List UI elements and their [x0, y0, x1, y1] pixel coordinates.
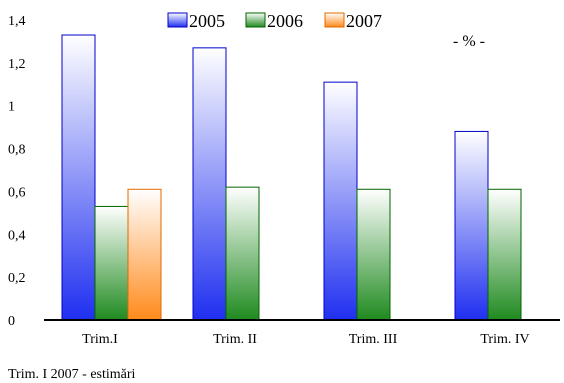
bar-2006-4	[487, 188, 522, 321]
bar-2005-3	[323, 81, 358, 321]
legend-label-2007: 2007	[346, 11, 382, 31]
bar-2006-1	[94, 205, 129, 321]
legend-swatch-2005	[167, 12, 188, 28]
y-tick-label: 1,4	[8, 14, 26, 29]
legend-label-2005: 2005	[189, 11, 225, 31]
category-label: Trim.I	[82, 332, 118, 347]
bar-2005-1	[61, 34, 96, 321]
bar-2005-2	[192, 47, 227, 321]
y-tick-label: 0,6	[8, 185, 26, 200]
y-tick-label: 0	[8, 314, 15, 329]
y-tick-label: 1,2	[8, 57, 26, 72]
chart: 0 0,2 0,4 0,6 0,8 1 1,2 1,4 Trim.I Trim. II Trim.…	[8, 11, 560, 347]
y-tick-label: 0,8	[8, 143, 26, 158]
bar-2005-4	[454, 130, 489, 321]
legend-swatch-2006	[245, 12, 266, 28]
bar-2006-2	[225, 186, 260, 321]
legend-label-2006: 2006	[267, 11, 303, 31]
category-label: Trim. III	[349, 332, 398, 347]
y-tick-label: 1	[8, 100, 15, 115]
y-tick-label: 0,2	[8, 271, 26, 286]
y-tick-label: 0,4	[8, 228, 26, 243]
legend-swatch-2007	[324, 12, 345, 28]
category-label: Trim. II	[213, 332, 257, 347]
bar-2006-3	[356, 188, 391, 321]
footnote: Trim. I 2007 - estimări	[8, 367, 136, 382]
unit-label: - % -	[453, 33, 485, 50]
bar-2007-1	[127, 188, 162, 321]
category-label: Trim. IV	[480, 332, 529, 347]
